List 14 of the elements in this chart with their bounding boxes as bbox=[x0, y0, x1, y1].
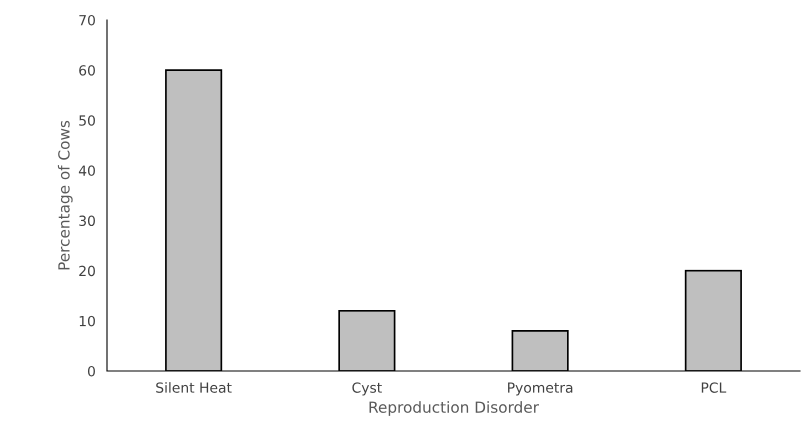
y-tick-label: 40 bbox=[78, 165, 95, 176]
y-tick-label: 50 bbox=[79, 115, 95, 126]
y-axis-title: Percentage of Cows bbox=[58, 120, 73, 270]
x-tick-label: Pyometra bbox=[508, 382, 572, 396]
x-tick-label: Cyst bbox=[352, 382, 382, 396]
y-tick-label: 60 bbox=[79, 65, 95, 76]
y-tick-label: 10 bbox=[80, 316, 95, 326]
y-tick-label: 30 bbox=[79, 216, 95, 226]
y-tick-label: 0 bbox=[88, 366, 95, 376]
x-axis-title: Reproduction Disorder bbox=[370, 401, 539, 416]
x-tick-label: PCL bbox=[702, 382, 726, 393]
y-tick-label: 20 bbox=[79, 266, 95, 276]
x-tick-label: Silent Heat bbox=[156, 382, 232, 393]
y-tick-label: 70 bbox=[79, 14, 95, 26]
